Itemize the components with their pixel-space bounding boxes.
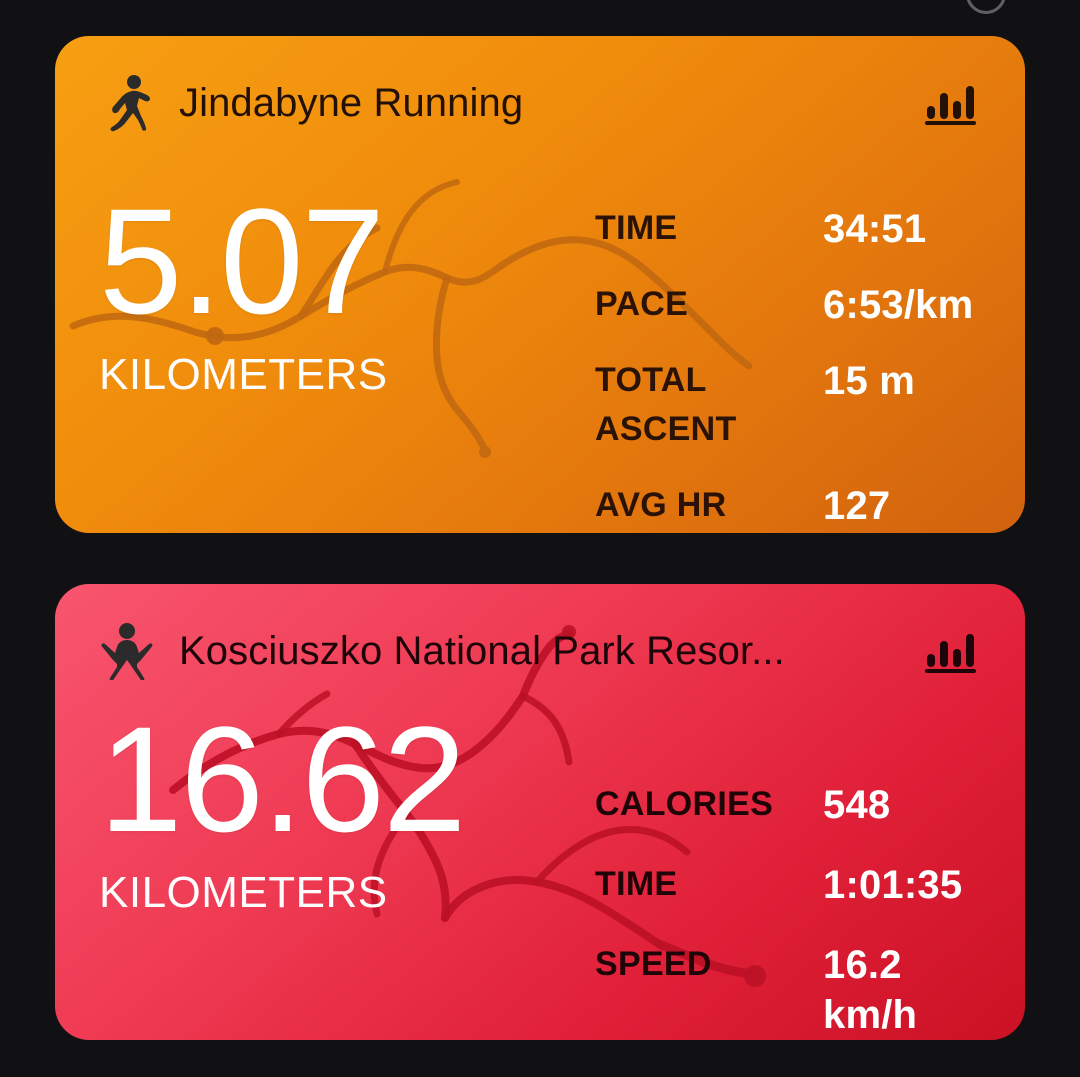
stat-row: AVG HR 127 bpm — [595, 481, 985, 533]
stat-label: PACE — [595, 285, 689, 323]
stat-label: CALORIES — [595, 785, 774, 823]
stat-value: 15 m — [823, 359, 915, 403]
stat-value: 16.2 km/h — [823, 943, 918, 1037]
stats-list: TIME 34:51 PACE 6:53/km TOTAL ASCENT 15 … — [595, 204, 985, 533]
distance-block: 5.07 KILOMETERS — [99, 186, 569, 400]
running-person-icon — [110, 75, 150, 132]
circle-outline-icon[interactable] — [966, 0, 1006, 14]
stat-value: 34:51 — [823, 207, 927, 251]
stat-label: TIME — [595, 865, 678, 903]
activity-card-running[interactable]: Jindabyne Running 5.07 KILOMETERS TIME 3… — [55, 36, 1025, 533]
stat-row: SPEED 16.2 km/h — [595, 940, 985, 1040]
distance-unit: KILOMETERS — [99, 350, 388, 399]
stat-row: CALORIES 548 — [595, 780, 985, 830]
stat-row: TOTAL ASCENT 15 m — [595, 356, 985, 455]
card-header: Kosciuszko National Park Resor... — [101, 618, 979, 684]
stat-label: TIME — [595, 209, 678, 247]
stat-value: 127 bpm — [823, 483, 891, 528]
stats-list: CALORIES 548 TIME 1:01:35 SPEED 16.2 km/… — [595, 780, 985, 1040]
stat-row: TIME 34:51 — [595, 204, 985, 254]
card-title: Jindabyne Running — [179, 80, 524, 125]
stat-label: AVG HR — [595, 485, 727, 524]
stat-value: 6:53/km — [823, 283, 974, 327]
arms-raised-person-icon — [101, 623, 153, 680]
stat-value: 548 — [823, 783, 891, 827]
card-title: Kosciuszko National Park Resor... — [179, 628, 785, 673]
distance-value: 16.62 — [99, 695, 466, 863]
stat-row: TIME 1:01:35 — [595, 860, 985, 910]
distance-block: 16.62 KILOMETERS — [99, 704, 569, 918]
stat-label: SPEED — [595, 945, 712, 983]
stat-row: PACE 6:53/km — [595, 280, 985, 330]
bar-chart-icon[interactable] — [923, 80, 979, 126]
stat-label: TOTAL ASCENT — [595, 361, 737, 449]
distance-unit: KILOMETERS — [99, 868, 388, 917]
card-header: Jindabyne Running — [101, 70, 979, 136]
distance-value: 5.07 — [99, 177, 385, 345]
stat-value: 1:01:35 — [823, 863, 963, 907]
activity-card-resort[interactable]: Kosciuszko National Park Resor... 16.62 … — [55, 584, 1025, 1040]
bar-chart-icon[interactable] — [923, 628, 979, 674]
